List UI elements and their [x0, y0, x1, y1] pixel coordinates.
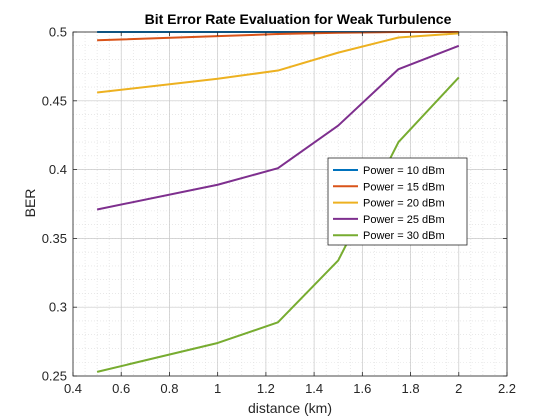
- x-tick-label: 1.4: [305, 381, 323, 396]
- legend-label-2: Power = 15 dBm: [363, 181, 445, 193]
- chart-title: Bit Error Rate Evaluation for Weak Turbu…: [145, 11, 452, 27]
- y-tick-label: 0.45: [42, 93, 67, 108]
- tick-marks: [72, 31, 508, 377]
- x-tick-label: 0.6: [112, 381, 130, 396]
- series-line-5: [96, 76, 460, 373]
- y-tick-labels: 0.25 0.3 0.35 0.4 0.45 0.5: [42, 25, 67, 384]
- legend-label-3: Power = 20 dBm: [363, 198, 445, 210]
- legend-box: [327, 157, 468, 246]
- y-axis-label: BER: [22, 189, 38, 218]
- legend-items: Power = 10 dBm Power = 15 dBm Power = 20 d…: [333, 165, 445, 242]
- x-tick-label: 1: [214, 381, 221, 396]
- x-tick-label: 1.2: [257, 381, 275, 396]
- y-tick-label: 0.3: [49, 300, 67, 315]
- legend-label-4: Power = 25 dBm: [363, 214, 445, 226]
- x-axis-label: distance (km): [248, 400, 332, 416]
- y-tick-label: 0.4: [49, 162, 67, 177]
- x-tick-label: 2: [455, 381, 462, 396]
- y-tick-label: 0.25: [42, 369, 67, 384]
- x-tick-label: 1.6: [353, 381, 371, 396]
- legend-label-5: Power = 30 dBm: [363, 230, 445, 242]
- x-tick-label: 0.4: [64, 381, 82, 396]
- x-tick-label: 0.8: [160, 381, 178, 396]
- legend: Power = 10 dBm Power = 15 dBm Power = 20 d…: [327, 157, 468, 246]
- y-tick-label: 0.5: [49, 25, 67, 40]
- x-tick-label: 2.2: [498, 381, 516, 396]
- y-tick-label: 0.35: [42, 231, 67, 246]
- series-line-3: [96, 32, 459, 94]
- axes-box: [72, 31, 508, 377]
- x-tick-labels: 0.4 0.6 0.8 1 1.2 1.4 1.6 1.8 2 2.2: [64, 381, 516, 396]
- x-tick-label: 1.8: [402, 381, 420, 396]
- legend-label-1: Power = 10 dBm: [363, 165, 445, 177]
- series-line-4: [96, 44, 460, 211]
